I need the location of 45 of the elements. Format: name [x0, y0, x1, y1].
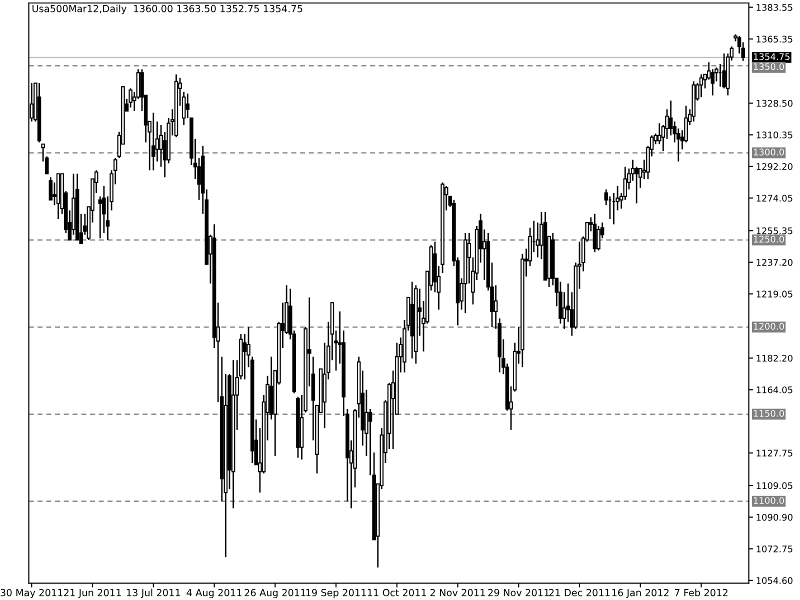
- y-tick-label: 1237.20: [756, 258, 792, 266]
- x-tick-label: 11 Oct 2011: [368, 588, 426, 596]
- x-tick-label: 7 Feb 2012: [674, 588, 728, 596]
- candlestick: [596, 225, 600, 252]
- ref-line-label: 1100.0: [754, 497, 784, 504]
- ref-line-label: 1150.0: [754, 410, 784, 417]
- y-tick-label: 1127.75: [756, 450, 792, 457]
- ref-line-label: 1300.0: [754, 148, 784, 156]
- candlestick: [634, 166, 638, 204]
- candlestick: [48, 176, 53, 201]
- y-tick-label: 1274.05: [756, 194, 792, 202]
- chart-title: Usa500Mar12,Daily 1360.00 1363.50 1352.75 1354.75: [32, 4, 302, 14]
- y-tick-label: 1109.05: [756, 482, 792, 490]
- x-tick-label: 4 Aug 2011: [186, 588, 242, 598]
- candlestick: [98, 196, 102, 239]
- ref-line-label: 1200.0: [754, 322, 784, 330]
- candlestick: [128, 88, 132, 108]
- ref-line-label: 1354.75: [754, 53, 790, 60]
- candlestick: [722, 52, 726, 90]
- y-tick-label: 1383.55: [756, 4, 792, 11]
- x-tick-label: 2 Nov 2011: [430, 588, 485, 596]
- x-tick-label: 19 Sep 2011: [306, 588, 366, 598]
- ref-line-label: 1350.0: [754, 63, 784, 70]
- y-tick-label: 1164.05: [756, 386, 792, 394]
- x-tick-label: 21 Dec 2011: [549, 588, 610, 596]
- x-tick-label: 26 Aug 2011: [244, 588, 306, 598]
- x-tick-label: 16 Jan 2012: [612, 588, 669, 598]
- candlestick: [699, 74, 704, 98]
- y-tick-label: 1072.75: [756, 546, 792, 552]
- y-tick-label: 1310.35: [756, 132, 792, 138]
- y-tick-label: 1255.35: [756, 227, 792, 234]
- y-tick-label: 1328.50: [756, 100, 792, 107]
- ref-line-label: 1250.0: [754, 236, 784, 243]
- y-tick-label: 1219.05: [756, 290, 792, 298]
- y-tick-label: 1365.35: [756, 36, 792, 43]
- y-tick-label: 1090.90: [756, 514, 792, 521]
- candlestick: [152, 112, 156, 171]
- y-tick-label: 1182.20: [756, 354, 792, 362]
- x-tick-label: 13 Jul 2011: [126, 588, 180, 598]
- x-tick-label: 21 Jun 2011: [64, 588, 121, 598]
- candlestick: [536, 222, 540, 258]
- y-tick-label: 1054.60: [756, 577, 792, 584]
- y-tick-label: 1292.20: [756, 163, 792, 170]
- x-tick-label: 29 Nov 2011: [488, 588, 549, 596]
- x-tick-label: 30 May 2011: [0, 588, 62, 598]
